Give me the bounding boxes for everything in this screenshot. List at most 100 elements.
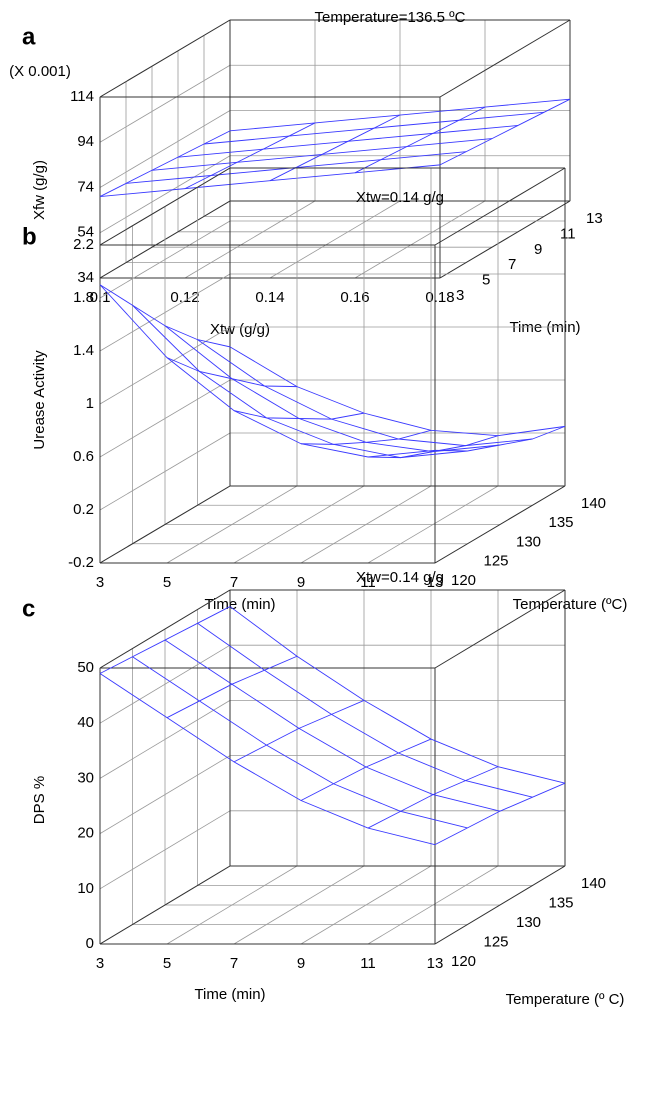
x-tick-label: 5	[163, 574, 171, 591]
surface-column	[434, 425, 566, 452]
z-tick-label: 40	[77, 714, 94, 731]
x-tick-label: 5	[163, 955, 171, 972]
z-tick-label: 0.2	[73, 501, 94, 518]
x-tick-label: 0.14	[255, 289, 284, 306]
chart-title: Temperature=136.5 ºC	[315, 9, 466, 26]
surface-row	[229, 606, 566, 784]
x-tick-label: 9	[297, 574, 305, 591]
y-tick-label: 7	[508, 256, 516, 273]
x-tick-label: 7	[230, 955, 238, 972]
surface-column	[439, 98, 571, 166]
surface-row	[197, 339, 533, 447]
z-tick-label: 54	[77, 224, 94, 241]
x-axis-label: Time (min)	[204, 596, 275, 613]
box-edge	[434, 865, 566, 945]
box-edge	[99, 865, 231, 945]
surface-row	[229, 346, 566, 437]
surface-column	[434, 782, 566, 846]
grid-line	[99, 64, 231, 143]
surface-column	[367, 435, 499, 459]
y-tick-label: 120	[451, 953, 476, 970]
z-tick-label: 34	[77, 269, 94, 286]
box-edge	[99, 167, 231, 246]
y-tick-label: 11	[560, 225, 576, 242]
z-tick-label: 74	[77, 178, 94, 195]
surface-column	[269, 114, 401, 182]
surface-row	[99, 284, 436, 458]
x-tick-label: 13	[427, 955, 444, 972]
grid-line	[99, 810, 231, 890]
y-tick-label: 3	[456, 287, 464, 304]
z-axis-label: DPS %	[31, 776, 48, 824]
y-tick-label: 135	[549, 894, 574, 911]
grid-line	[354, 200, 486, 279]
y-tick-label: 120	[451, 572, 476, 589]
z-tick-label: -0.2	[68, 554, 94, 571]
y-tick-label: 9	[534, 241, 542, 258]
panel-label: a	[22, 23, 36, 50]
box-edge	[439, 200, 571, 279]
surface-row	[99, 673, 436, 846]
box-edge	[434, 589, 566, 669]
box-edge	[434, 167, 566, 246]
grid-line	[99, 644, 231, 724]
grid-line	[99, 700, 231, 779]
box-edge	[99, 485, 231, 564]
panel-label: c	[22, 595, 35, 622]
x-tick-label: 13	[427, 574, 444, 591]
y-tick-label: 130	[516, 533, 541, 550]
surface-column	[184, 122, 316, 190]
grid-line	[99, 273, 231, 352]
z-tick-label: 2.2	[73, 236, 94, 253]
surface-row	[132, 656, 468, 829]
z-scale-label: (X 0.001)	[9, 63, 71, 80]
x-tick-label: 3	[96, 574, 104, 591]
box-edge	[434, 485, 566, 564]
surface-column	[166, 357, 298, 388]
grid-line	[99, 379, 231, 458]
panel-label: b	[22, 223, 37, 250]
chart-title: Xtw=0.14 g/g	[356, 189, 444, 206]
z-tick-label: 1	[86, 395, 94, 412]
x-axis-label: Time (min)	[194, 986, 265, 1003]
surface-row	[164, 639, 501, 812]
surface-column	[367, 766, 499, 829]
x-tick-label: 11	[360, 955, 376, 972]
z-tick-label: 50	[77, 659, 94, 676]
x-tick-label: 0.16	[340, 289, 369, 306]
surface-column	[300, 429, 432, 445]
x-tick-label: 9	[297, 955, 305, 972]
surface-column	[354, 106, 486, 174]
z-axis-label: Urease Activity	[31, 350, 48, 450]
z-tick-label: 10	[77, 880, 94, 897]
y-tick-label: 140	[581, 495, 606, 512]
grid-line	[99, 110, 231, 188]
y-tick-label: 135	[549, 514, 574, 531]
surface-column	[166, 655, 298, 719]
surface-column	[99, 130, 231, 197]
box-edge	[99, 589, 231, 669]
surface-column	[233, 410, 365, 420]
y-tick-label: 125	[484, 933, 509, 950]
surface-column	[99, 284, 231, 348]
surface-column	[300, 738, 432, 801]
grid-line	[99, 326, 231, 405]
grid-line	[99, 432, 231, 511]
chart-title: Xtw=0.14 g/g	[356, 569, 444, 586]
x-tick-label: 11	[360, 574, 376, 591]
grid-line	[99, 155, 231, 234]
z-tick-label: 30	[77, 769, 94, 786]
y-tick-label: 5	[482, 272, 490, 289]
x-axis-label: Xtw (g/g)	[210, 321, 270, 338]
y-axis-label: Time (min)	[509, 319, 580, 336]
y-tick-label: 125	[484, 553, 509, 570]
z-tick-label: 20	[77, 825, 94, 842]
box-edge	[99, 19, 231, 98]
box-edge	[439, 19, 571, 98]
z-tick-label: 94	[77, 133, 94, 150]
x-tick-label: 0.18	[425, 289, 454, 306]
z-axis-label: Xfw (g/g)	[31, 160, 48, 220]
z-tick-label: 0	[86, 935, 94, 952]
